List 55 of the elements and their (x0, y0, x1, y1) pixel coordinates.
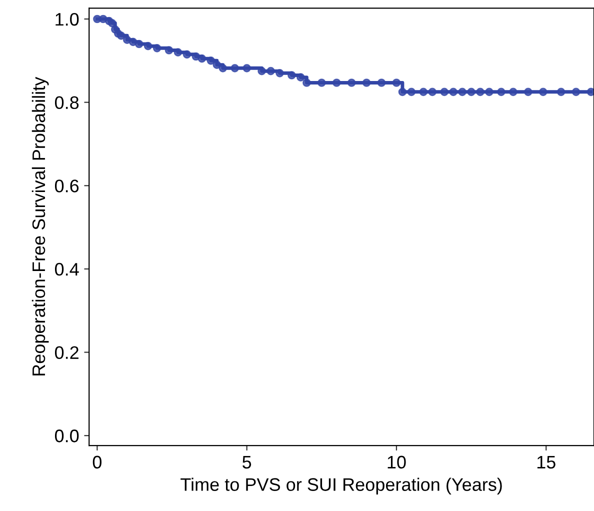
point (212, 60, 222, 69)
point (152, 44, 162, 52)
y-tick-label: 0.2 (54, 346, 78, 359)
y-tick-label: 0.4 (54, 262, 79, 276)
point (218, 64, 228, 72)
point (182, 50, 192, 59)
x-tick-label: 5 (242, 456, 252, 469)
point (134, 40, 144, 48)
x-tick-label: 15 (537, 456, 556, 469)
point (108, 19, 116, 28)
point (347, 78, 356, 87)
point (497, 88, 506, 96)
x-axis-title: Time to PVS or SUI Reoperation (Years) (180, 478, 502, 495)
point (317, 78, 326, 87)
point (174, 48, 182, 56)
point (198, 54, 206, 63)
point (449, 88, 458, 96)
point (266, 66, 275, 76)
point (332, 78, 341, 87)
y-tick-label: 0.6 (54, 180, 79, 192)
point (377, 78, 386, 87)
point (144, 42, 152, 50)
x-tick-label: 10 (388, 456, 406, 469)
point (164, 46, 174, 54)
point (458, 88, 466, 96)
point (440, 88, 449, 96)
point (524, 88, 532, 96)
y-tick-label: 1.0 (56, 12, 79, 26)
y-axis-title: Reoperation-Free Survival Probability (32, 76, 49, 376)
point (206, 56, 216, 65)
point (258, 66, 266, 76)
point (467, 88, 476, 96)
point (116, 32, 126, 40)
y-tick-label: 0.0 (54, 430, 79, 442)
point (419, 88, 428, 96)
point (572, 88, 580, 96)
point (538, 88, 548, 96)
point (407, 88, 416, 96)
point (302, 78, 311, 87)
point (509, 88, 518, 96)
y-tick-label: 0.8 (54, 96, 79, 110)
point (242, 64, 251, 72)
point (428, 88, 437, 96)
point (288, 71, 296, 80)
x-tick-label: 0 (92, 456, 102, 469)
point (230, 64, 240, 72)
point (476, 88, 484, 96)
point (296, 73, 305, 82)
point (556, 88, 566, 96)
point (276, 68, 284, 78)
point (398, 88, 407, 96)
point (392, 78, 401, 87)
point (586, 88, 594, 96)
point (362, 78, 371, 87)
point (485, 88, 494, 96)
